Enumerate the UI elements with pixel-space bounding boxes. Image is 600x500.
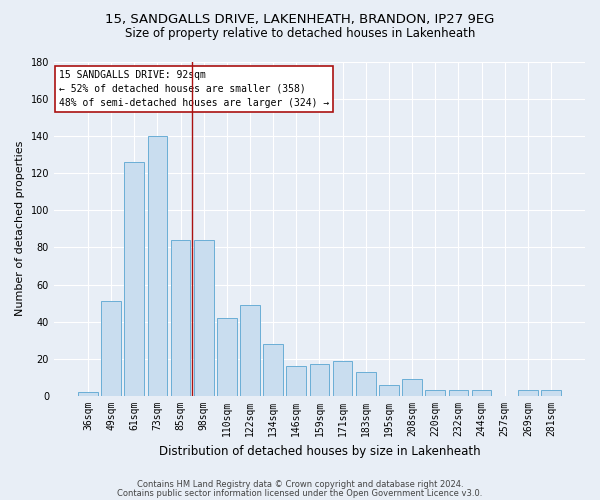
Bar <box>472 390 491 396</box>
Bar <box>101 302 121 396</box>
Text: 15 SANDGALLS DRIVE: 92sqm
← 52% of detached houses are smaller (358)
48% of semi: 15 SANDGALLS DRIVE: 92sqm ← 52% of detac… <box>59 70 329 108</box>
Bar <box>310 364 329 396</box>
X-axis label: Distribution of detached houses by size in Lakenheath: Distribution of detached houses by size … <box>158 444 480 458</box>
Bar <box>170 240 190 396</box>
Bar <box>286 366 306 396</box>
Bar <box>124 162 144 396</box>
Bar <box>217 318 236 396</box>
Bar <box>402 380 422 396</box>
Text: Contains HM Land Registry data © Crown copyright and database right 2024.: Contains HM Land Registry data © Crown c… <box>137 480 463 489</box>
Bar <box>541 390 561 396</box>
Bar <box>78 392 98 396</box>
Bar <box>240 305 260 396</box>
Bar <box>333 360 352 396</box>
Bar <box>263 344 283 396</box>
Text: Contains public sector information licensed under the Open Government Licence v3: Contains public sector information licen… <box>118 490 482 498</box>
Bar <box>148 136 167 396</box>
Y-axis label: Number of detached properties: Number of detached properties <box>15 141 25 316</box>
Bar <box>194 240 214 396</box>
Bar <box>425 390 445 396</box>
Bar <box>449 390 468 396</box>
Text: Size of property relative to detached houses in Lakenheath: Size of property relative to detached ho… <box>125 28 475 40</box>
Bar <box>379 385 399 396</box>
Bar <box>356 372 376 396</box>
Bar <box>518 390 538 396</box>
Text: 15, SANDGALLS DRIVE, LAKENHEATH, BRANDON, IP27 9EG: 15, SANDGALLS DRIVE, LAKENHEATH, BRANDON… <box>106 12 494 26</box>
